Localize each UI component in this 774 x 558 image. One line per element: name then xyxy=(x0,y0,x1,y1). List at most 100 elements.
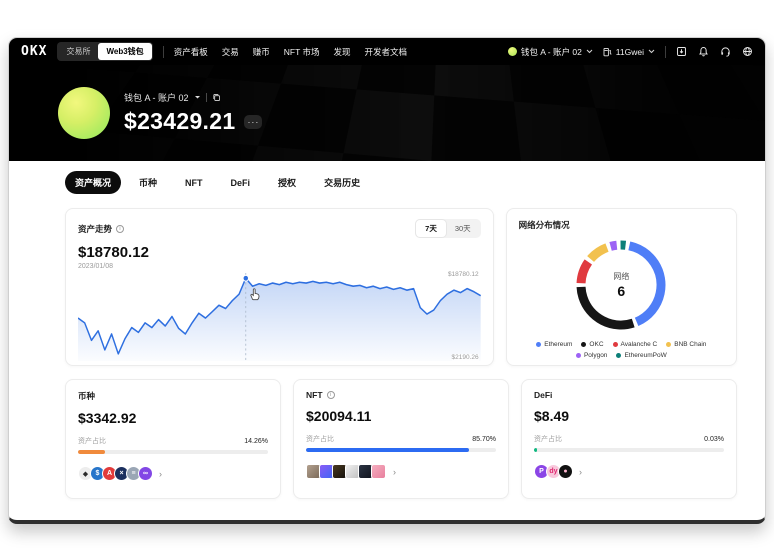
tab-exchange[interactable]: 交易所 xyxy=(58,43,98,60)
network-legend: Ethereum OKC Avalanche C BNB Chain Polygon Et… xyxy=(519,341,724,359)
legend-item-Polygon[interactable]: Polygon xyxy=(575,352,608,359)
donut-svg xyxy=(572,236,670,334)
range-button-30天[interactable]: 30天 xyxy=(446,220,480,237)
gray-token-icon: ≡ xyxy=(126,466,141,481)
nav-item-4[interactable]: 发现 xyxy=(333,46,351,57)
nav-divider xyxy=(162,45,164,58)
tab-交易历史[interactable]: 交易历史 xyxy=(324,178,361,188)
asset-icons-row[interactable]: ◆ $ A × ≡ ∞ › xyxy=(78,466,268,481)
asset-card-title: NFT xyxy=(306,390,323,400)
nav-item-1[interactable]: 交易 xyxy=(221,46,239,57)
donut-center-value: 6 xyxy=(617,283,626,299)
notifications-bell-icon[interactable] xyxy=(698,46,709,57)
network-card-title: 网络分布情况 xyxy=(518,220,570,230)
info-icon[interactable] xyxy=(326,391,335,399)
legend-item-Ethereum[interactable]: Ethereum xyxy=(536,341,572,348)
chevron-right-icon[interactable]: › xyxy=(393,466,396,477)
legend-item-OKC[interactable]: OKC xyxy=(581,341,604,348)
top-navigation-bar: OKX 交易所 Web3钱包 资产看板 交易 赚币 NFT 市场 发现 开发者文档 钱包 … xyxy=(9,38,765,65)
wallet-info: 钱包 A - 账户 02 $23429.21 ··· xyxy=(124,91,263,135)
legend-item-BNB Chain[interactable]: BNB Chain xyxy=(666,341,706,348)
hover-date: 2023/01/08 xyxy=(78,263,114,270)
y-max-label: $18780.12 xyxy=(447,271,479,278)
language-globe-icon[interactable] xyxy=(742,46,753,57)
nav-icon-group xyxy=(676,46,753,57)
chevron-right-icon[interactable]: › xyxy=(579,466,582,477)
progress-bar-fill xyxy=(78,450,106,454)
nav-left-group: OKX 交易所 Web3钱包 资产看板 交易 赚币 NFT 市场 发现 开发者文档 xyxy=(21,42,407,61)
ratio-percent: 14.26% xyxy=(244,437,268,445)
account-selector[interactable]: 钱包 A - 账户 02 xyxy=(507,46,593,58)
info-icon[interactable] xyxy=(116,224,125,233)
support-headset-icon[interactable] xyxy=(720,46,731,57)
legend-label: Polygon xyxy=(583,352,608,359)
asset-icons-row[interactable]: › xyxy=(306,464,496,479)
wallet-name-row: 钱包 A - 账户 02 xyxy=(124,91,262,104)
hero-shade xyxy=(9,65,765,161)
progress-bar xyxy=(534,448,724,452)
nav-item-5[interactable]: 开发者文档 xyxy=(364,46,407,57)
tab-授权[interactable]: 授权 xyxy=(278,178,297,188)
wallet-avatar-dot xyxy=(507,47,517,56)
tab-web3-wallet[interactable]: Web3钱包 xyxy=(98,43,152,60)
nft-thumb-pink xyxy=(371,464,386,479)
donut-segment-Ethereum[interactable] xyxy=(574,238,669,333)
tab-NFT[interactable]: NFT xyxy=(185,177,203,188)
asset-card-title: 币种 xyxy=(78,391,96,401)
ratio-row: 资产占比 85.70% xyxy=(306,434,496,444)
donut-center-label: 网络 xyxy=(613,272,630,281)
progress-bar-fill xyxy=(306,448,469,452)
account-label: 钱包 A - 账户 02 xyxy=(520,46,582,57)
section-tabs: 资产概况 币种 NFT DeFi 授权 交易历史 xyxy=(65,171,737,194)
chart-title: 资产走势 xyxy=(78,223,113,234)
nav-item-3[interactable]: NFT 市场 xyxy=(283,46,320,57)
donut-segment-Polygon[interactable] xyxy=(572,236,670,334)
asset-card-title-wrap: 币种 xyxy=(78,390,268,402)
progress-bar xyxy=(306,448,496,452)
legend-label: Ethereum xyxy=(544,341,573,348)
line-chart[interactable]: $18780.12 $2190.26 xyxy=(78,271,481,361)
legend-item-EthereumPoW[interactable]: EthereumPoW xyxy=(616,352,667,359)
donut-center: 网络 6 xyxy=(572,236,670,334)
more-actions-button[interactable]: ··· xyxy=(244,114,263,129)
ratio-label: 资产占比 xyxy=(306,436,334,443)
range-button-7天[interactable]: 7天 xyxy=(416,220,446,237)
donut-segment-Avalanche C[interactable] xyxy=(576,240,666,330)
nav-item-0[interactable]: 资产看板 xyxy=(173,46,208,57)
tab-DeFi[interactable]: DeFi xyxy=(230,177,251,188)
legend-dot-icon xyxy=(616,353,622,358)
network-donut-chart[interactable]: 网络 6 xyxy=(572,236,670,334)
gas-price-selector[interactable]: 11Gwei xyxy=(603,47,655,57)
asset-card-value: $20094.11 xyxy=(306,408,372,424)
nav-right-group: 钱包 A - 账户 02 11Gwei xyxy=(507,45,753,58)
wallet-name[interactable]: 钱包 A - 账户 02 xyxy=(124,93,189,103)
gas-pump-icon xyxy=(603,47,612,56)
tab-币种[interactable]: 币种 xyxy=(139,178,158,188)
chevron-down-icon[interactable] xyxy=(194,95,201,100)
progress-bar xyxy=(78,450,268,454)
nav-item-2[interactable]: 赚币 xyxy=(252,46,270,57)
wallet-avatar[interactable] xyxy=(58,87,110,139)
ratio-label: 资产占比 xyxy=(78,438,106,445)
download-app-icon[interactable] xyxy=(676,46,687,57)
ratio-label: 资产占比 xyxy=(534,436,562,443)
ratio-row: 资产占比 0.03% xyxy=(534,434,724,444)
okx-logo[interactable]: OKX xyxy=(21,44,48,59)
asset-card-value: $8.49 xyxy=(534,408,570,424)
ratio-percent: 0.03% xyxy=(704,435,724,443)
copy-address-icon[interactable] xyxy=(212,93,221,102)
divider xyxy=(205,93,207,102)
asset-card-title-wrap: NFT xyxy=(306,390,496,400)
progress-bar-fill xyxy=(534,448,537,452)
chevron-down-icon xyxy=(586,49,593,54)
tab-资产概况[interactable]: 资产概况 xyxy=(65,171,122,194)
gas-price-label: 11Gwei xyxy=(615,46,644,57)
legend-label: Avalanche C xyxy=(620,341,658,348)
chevron-right-icon[interactable]: › xyxy=(159,468,162,479)
legend-dot-icon xyxy=(536,342,542,347)
legend-item-Avalanche C[interactable]: Avalanche C xyxy=(612,341,658,348)
